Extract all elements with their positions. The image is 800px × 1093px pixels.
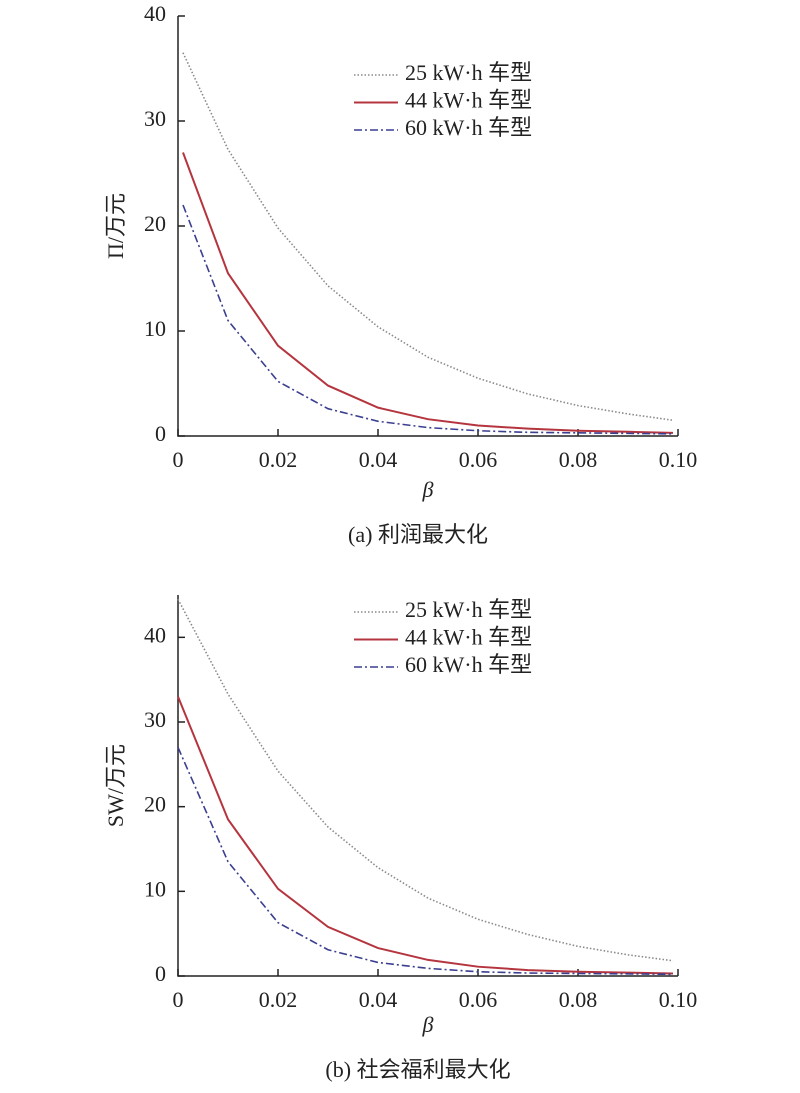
y-axis-label: Π/万元 bbox=[103, 193, 128, 259]
legend-label: 25 kW·h 车型 bbox=[405, 597, 532, 622]
x-tick-label: 0.02 bbox=[259, 987, 298, 1012]
x-tick-label: 0.10 bbox=[659, 447, 698, 472]
y-tick-label: 20 bbox=[144, 211, 166, 236]
legend-label: 44 kW·h 车型 bbox=[405, 625, 532, 650]
series-line bbox=[182, 204, 674, 435]
legend-label: 25 kW·h 车型 bbox=[405, 60, 532, 85]
x-tick-label: 0.04 bbox=[359, 987, 398, 1012]
y-tick-label: 20 bbox=[144, 792, 166, 817]
x-tick-label: 0.08 bbox=[559, 447, 598, 472]
y-tick-label: 0 bbox=[155, 421, 166, 446]
y-tick-label: 10 bbox=[144, 876, 166, 901]
y-axis-label: SW/万元 bbox=[103, 744, 128, 827]
x-tick-label: 0.08 bbox=[559, 987, 598, 1012]
y-tick-label: 30 bbox=[144, 707, 166, 732]
caption: (b) 社会福利最大化 bbox=[325, 1057, 510, 1082]
x-tick-label: 0.04 bbox=[359, 447, 398, 472]
series-line bbox=[177, 696, 674, 975]
legend-label: 60 kW·h 车型 bbox=[405, 115, 532, 140]
legend-label: 44 kW·h 车型 bbox=[405, 88, 532, 113]
y-tick-label: 40 bbox=[144, 1, 166, 26]
x-axis-label: β bbox=[422, 1012, 434, 1037]
y-tick-label: 40 bbox=[144, 622, 166, 647]
caption: (a) 利润最大化 bbox=[348, 522, 488, 547]
x-tick-label: 0.02 bbox=[259, 447, 298, 472]
series-line bbox=[182, 152, 674, 434]
series-line bbox=[182, 52, 674, 422]
y-tick-label: 10 bbox=[144, 316, 166, 341]
y-tick-label: 0 bbox=[155, 961, 166, 986]
x-tick-label: 0.06 bbox=[459, 447, 498, 472]
x-tick-label: 0.10 bbox=[659, 987, 698, 1012]
series-line bbox=[177, 598, 674, 962]
legend-label: 60 kW·h 车型 bbox=[405, 652, 532, 677]
x-tick-label: 0 bbox=[173, 447, 184, 472]
x-tick-label: 0 bbox=[173, 987, 184, 1012]
y-tick-label: 30 bbox=[144, 106, 166, 131]
series-line bbox=[177, 747, 674, 976]
x-tick-label: 0.06 bbox=[459, 987, 498, 1012]
x-axis-label: β bbox=[422, 477, 434, 502]
